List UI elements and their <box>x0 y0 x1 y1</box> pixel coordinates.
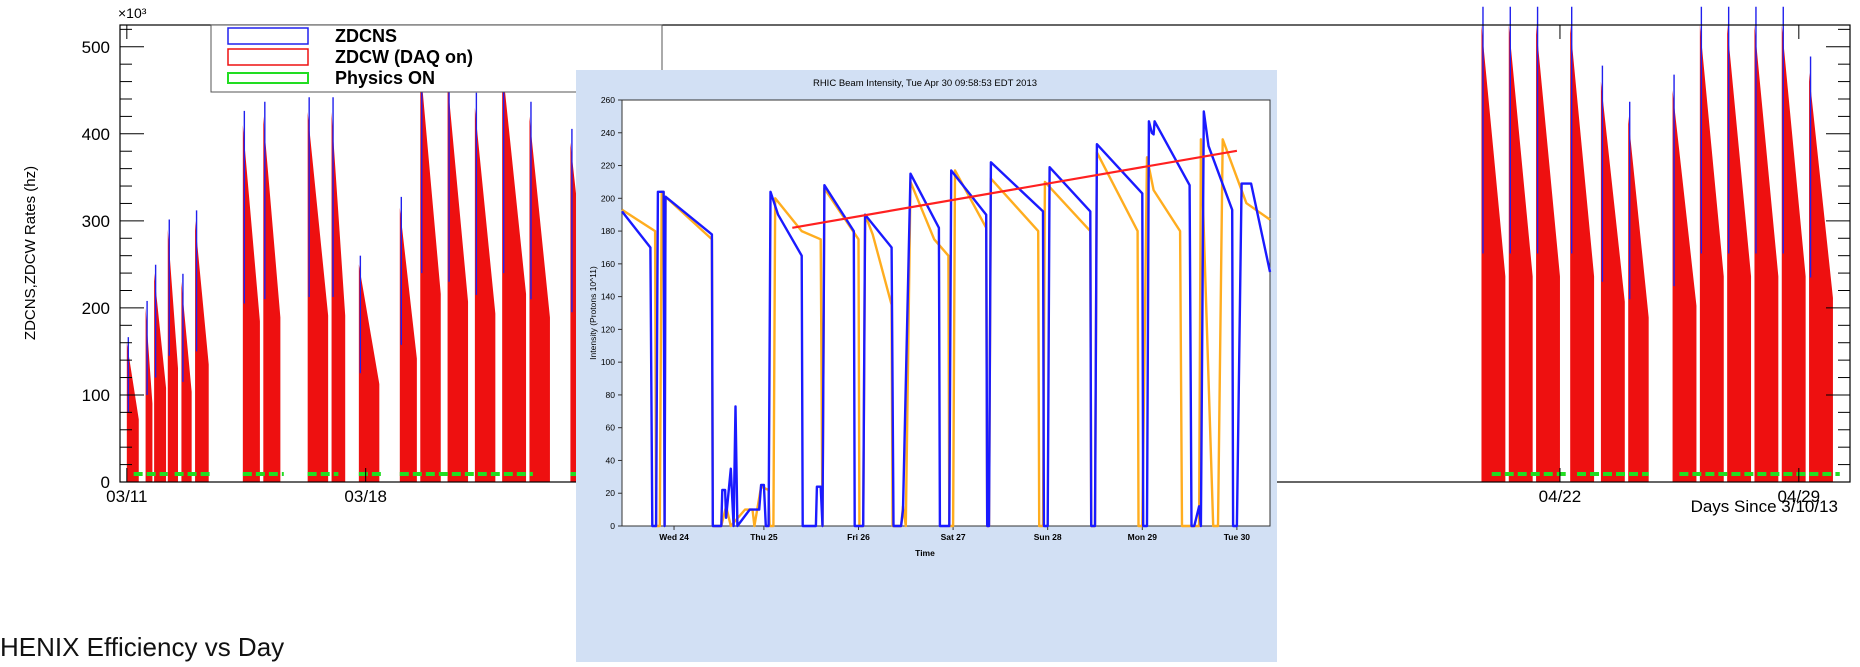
page-caption: HENIX Efficiency vs Day <box>0 632 285 662</box>
zdcw-fill-24 <box>1628 116 1649 483</box>
zdcw-fill-23 <box>1600 81 1625 482</box>
zdcw-fill-21 <box>1536 25 1560 482</box>
inset-y-tick-label-180: 180 <box>601 226 615 236</box>
inset-series-blue <box>621 110 1272 528</box>
y-tick-label-500: 500 <box>82 38 110 57</box>
zdcw-fill-12 <box>420 64 441 483</box>
legend-swatch-1 <box>227 48 309 66</box>
zdcw-fill-4 <box>181 281 192 482</box>
inset-x-tick-label-Mon 29: Mon 29 <box>1128 532 1158 542</box>
zdcw-fill-22 <box>1570 25 1595 482</box>
legend-label-2: Physics ON <box>335 68 435 88</box>
inset-y-tick-label-20: 20 <box>606 488 616 498</box>
legend-label-0: ZDCNS <box>335 26 397 46</box>
inset-y-tick-label-220: 220 <box>601 161 615 171</box>
inset-x-tick-label-Wed 24: Wed 24 <box>659 532 689 542</box>
x-axis-label: Days Since 3/10/13 <box>1691 497 1838 516</box>
zdcw-fill-19 <box>1481 25 1506 482</box>
inset-x-tick-label-Thu 25: Thu 25 <box>750 532 778 542</box>
y-tick-label-400: 400 <box>82 125 110 144</box>
zdcw-fill-14 <box>474 107 496 482</box>
zdcw-fill-8 <box>307 112 329 483</box>
zdcw-fill-2 <box>154 273 167 482</box>
inset-y-tick-label-60: 60 <box>606 423 616 433</box>
inset-x-tick-label-Sun 28: Sun 28 <box>1034 532 1062 542</box>
inset-x-tick-label-Tue 30: Tue 30 <box>1224 532 1251 542</box>
inset-y-tick-label-140: 140 <box>601 292 615 302</box>
inset-x-tick-label-Sat 27: Sat 27 <box>941 532 966 542</box>
zdcw-fill-16 <box>529 116 550 483</box>
inset-y-tick-label-240: 240 <box>601 128 615 138</box>
zdcw-fill-26 <box>1699 25 1724 482</box>
y-tick-label-300: 300 <box>82 212 110 231</box>
zdc-rate-chart: 0100200300400500×10³03/1103/1803/2504/22… <box>22 5 1851 516</box>
inset-y-tick-label-100: 100 <box>601 357 615 367</box>
y-multiplier-label: ×10³ <box>118 5 147 21</box>
y-tick-label-100: 100 <box>82 386 110 405</box>
x-tick-label-04/29: 04/29 <box>1778 487 1821 506</box>
rhic-intensity-inset: RHIC Beam Intensity, Tue Apr 30 09:58:53… <box>576 70 1277 662</box>
zdcw-fill-3 <box>167 229 179 482</box>
x-tick-label-03/18: 03/18 <box>344 487 387 506</box>
legend-swatch-physics-on <box>227 72 309 84</box>
y-tick-label-200: 200 <box>82 299 110 318</box>
zdcw-fill-7 <box>263 116 281 483</box>
zdcw-fill-10 <box>358 264 380 482</box>
zdcw-fill-25 <box>1672 90 1697 483</box>
inset-y-tick-label-260: 260 <box>601 95 615 105</box>
inset-y-tick-label-160: 160 <box>601 259 615 269</box>
inset-title: RHIC Beam Intensity, Tue Apr 30 09:58:53… <box>813 78 1037 89</box>
inset-y-tick-label-40: 40 <box>606 455 616 465</box>
zdcw-fill-9 <box>331 112 346 483</box>
zdcw-fill-29 <box>1781 25 1806 482</box>
zdcw-fill-27 <box>1727 25 1752 482</box>
inset-x-tick-label-Fri 26: Fri 26 <box>847 532 870 542</box>
zdcw-fill-5 <box>195 220 209 482</box>
inset-y-tick-label-80: 80 <box>606 390 616 400</box>
inset-y-tick-label-0: 0 <box>610 521 615 531</box>
legend-label-1: ZDCW (DAQ on) <box>335 47 473 67</box>
inset-x-axis-label: Time <box>915 548 935 558</box>
legend-swatch-0 <box>227 27 309 45</box>
inset-y-tick-label-120: 120 <box>601 324 615 334</box>
zdcw-fill-11 <box>399 207 417 483</box>
zdcw-fill-13 <box>447 81 469 482</box>
inset-series-trend <box>792 149 1238 229</box>
inset-y-tick-label-200: 200 <box>601 193 615 203</box>
y-tick-label-0: 0 <box>101 473 110 492</box>
zdcw-fill-15 <box>502 64 527 483</box>
y-axis-label: ZDCNS,ZDCW Rates (hz) <box>22 166 39 340</box>
x-tick-label-03/11: 03/11 <box>106 487 147 506</box>
x-tick-label-04/22: 04/22 <box>1539 487 1582 506</box>
zdcw-fill-28 <box>1754 25 1779 482</box>
inset-y-axis-label: Intensity (Protons 10^11) <box>588 266 598 360</box>
zdcw-fill-20 <box>1508 25 1533 482</box>
zdcw-fill-30 <box>1809 72 1833 482</box>
zdcw-fill-6 <box>242 125 260 482</box>
inset-plot-area <box>621 99 1271 527</box>
